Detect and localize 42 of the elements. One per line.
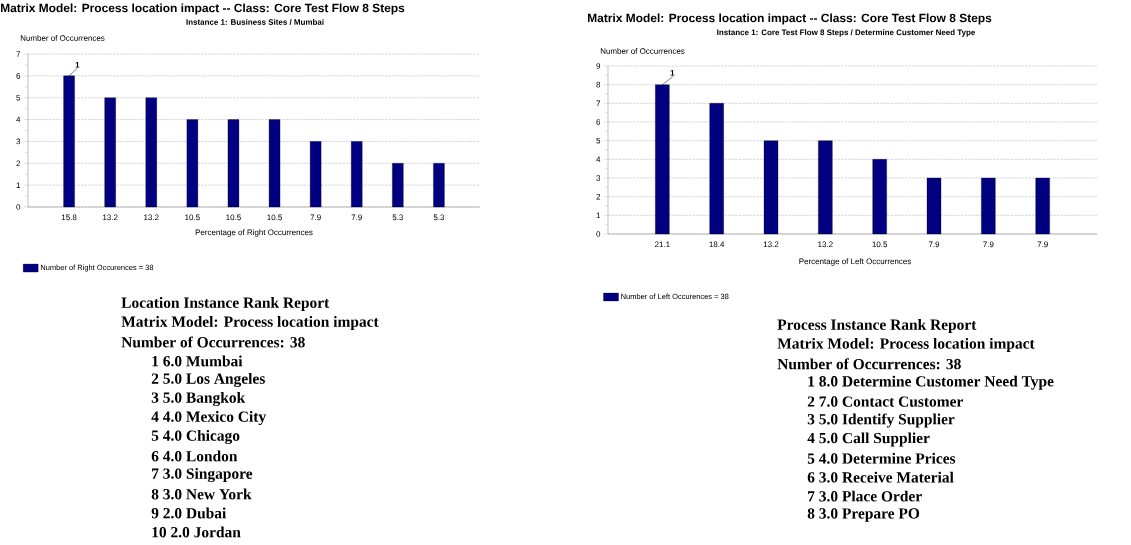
- bar: [818, 140, 833, 235]
- text: Process Instance Rank Report: [777, 318, 977, 333]
- bar: [392, 163, 404, 208]
- text: 2 5.0 Los Angeles: [151, 372, 265, 388]
- bar: [763, 140, 779, 235]
- text: 3 5.0 Identify Supplier: [807, 413, 955, 428]
- text: 4 5.0 Call Supplier: [807, 432, 930, 447]
- bar: [433, 163, 445, 208]
- bar: [145, 97, 157, 208]
- bar: [227, 119, 240, 208]
- text: 8 3.0 New York: [151, 488, 252, 500]
- text: 5 4.0 Chicago: [151, 429, 240, 445]
- text: Matrix Model: Process location impact: [121, 315, 379, 330]
- text: 3 5.0 Bangkok: [151, 391, 246, 407]
- text: Location Instance Rank Report: [121, 296, 330, 311]
- text: 1 6.0 Mumbai: [152, 355, 243, 367]
- text: 2 7.0 Contact Customer: [807, 396, 963, 407]
- text: 1 8.0 Determine Customer Need Type: [808, 375, 1054, 390]
- text: 6 3.0 Receive Material: [807, 471, 954, 483]
- text: 4 4.0 Mexico City: [151, 410, 266, 426]
- text: 8 3.0 Prepare PO: [807, 508, 920, 522]
- bar: [709, 103, 724, 235]
- bar: [104, 97, 116, 208]
- bar: [268, 119, 281, 208]
- text: 9 2.0 Dubai: [151, 507, 227, 519]
- text: 6 4.0 London: [151, 450, 238, 462]
- bar: [926, 177, 942, 235]
- text: 5 4.0 Determine Prices: [807, 452, 956, 464]
- bar: [309, 141, 322, 208]
- bar: [1035, 177, 1050, 235]
- text: 7 3.0 Place Order: [808, 490, 922, 502]
- chart-title: Matrix Model: Process location impact -- Class: Core Test Flow 8 Steps: [588, 13, 992, 25]
- bar: [186, 119, 199, 208]
- text: Matrix Model: Process location impact: [777, 337, 1035, 352]
- text: Number of Occurrences: 38: [121, 336, 305, 348]
- chart-title: Matrix Model: Process location impact -- Class: Core Test Flow 8 Steps: [1, 3, 405, 15]
- bar: [981, 177, 996, 235]
- text: 10 2.0 Jordan: [152, 526, 241, 538]
- bar: [872, 159, 887, 235]
- text: Number of Occurrences: 38: [777, 358, 961, 370]
- text: 7 3.0 Singapore: [152, 467, 253, 483]
- bar: [351, 141, 363, 208]
